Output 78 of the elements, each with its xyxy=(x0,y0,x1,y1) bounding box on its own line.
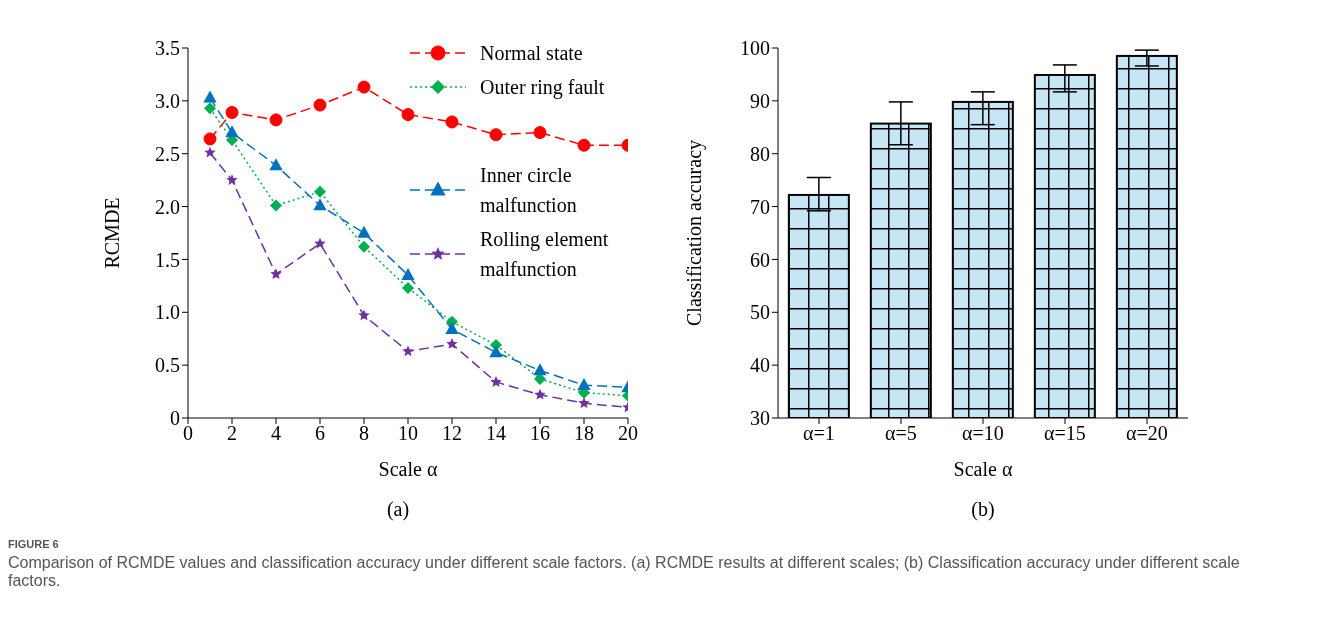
legend-label: Outer ring fault xyxy=(480,75,606,101)
y-tick-label: 0.5 xyxy=(155,354,180,377)
x-tick-label: 12 xyxy=(442,422,462,445)
x-axis-title: Scale α xyxy=(953,458,1013,480)
y-tick-label: 1.5 xyxy=(155,248,180,271)
point xyxy=(445,115,459,129)
point xyxy=(490,376,502,387)
y-tick-label: 60 xyxy=(750,248,770,271)
point xyxy=(269,113,283,127)
point xyxy=(358,240,370,253)
x-tick-label: 4 xyxy=(271,422,281,445)
y-tick-label: 1.0 xyxy=(155,301,180,324)
x-tick-label: 6 xyxy=(315,422,325,445)
x-tick-label: α=5 xyxy=(885,422,917,445)
point xyxy=(313,198,327,211)
x-tick-label: α=20 xyxy=(1126,422,1168,445)
point xyxy=(402,281,414,294)
y-tick-label: 2.0 xyxy=(155,195,180,218)
caption: FIGURE 6 xyxy=(8,538,60,550)
point xyxy=(534,388,546,400)
point xyxy=(445,322,459,334)
y-tick-label: 0 xyxy=(170,407,180,430)
point xyxy=(269,158,283,171)
legend-label: Inner circle malfunction xyxy=(480,163,578,218)
point xyxy=(533,126,547,140)
point xyxy=(489,345,503,358)
x-tick-label: 18 xyxy=(574,422,594,445)
point xyxy=(225,125,239,138)
x-axis-title: Scale α xyxy=(378,458,438,480)
y-tick-label: 3.5 xyxy=(155,37,180,60)
y-tick-label: 90 xyxy=(750,89,770,112)
point xyxy=(314,237,326,249)
text: Comparison of RCMDE values and classification accuracy under different scale factors. (a) RCMDE results at different scales; (b) Classification accuracy under different scale factors. xyxy=(8,554,1241,590)
x-tick-label: 10 xyxy=(398,422,418,445)
x-tick-label: α=10 xyxy=(962,422,1004,445)
point xyxy=(313,98,327,112)
point xyxy=(204,146,216,158)
point xyxy=(578,397,590,409)
y-tick-label: 30 xyxy=(750,407,770,430)
text: (b) xyxy=(970,498,996,521)
point xyxy=(489,128,503,142)
point xyxy=(533,363,547,376)
x-tick-label: 8 xyxy=(359,422,369,445)
point xyxy=(577,378,591,391)
point xyxy=(204,102,216,115)
x-tick-label: α=1 xyxy=(803,422,835,445)
x-tick-label: α=15 xyxy=(1044,422,1086,445)
y-tick-label: 80 xyxy=(750,142,770,165)
point xyxy=(446,338,458,349)
legend-label: Rolling element malfunction xyxy=(480,227,610,282)
point xyxy=(402,345,414,357)
x-tick-label: 2 xyxy=(227,422,237,445)
y-tick-label: 3.0 xyxy=(155,89,180,112)
x-tick-label: 16 xyxy=(530,422,550,445)
y-tick-label: 2.5 xyxy=(155,142,180,165)
point xyxy=(203,132,217,146)
legend-label: Normal state xyxy=(480,41,584,66)
point xyxy=(401,268,415,281)
point xyxy=(357,80,371,94)
point xyxy=(401,108,415,122)
point xyxy=(270,199,282,212)
point xyxy=(226,174,238,185)
point xyxy=(314,185,326,198)
point xyxy=(577,138,591,152)
y-axis-title: RCMDE xyxy=(101,197,124,269)
point xyxy=(225,105,239,119)
y-tick-label: 40 xyxy=(750,354,770,377)
y-tick-label: 70 xyxy=(750,195,770,218)
x-tick-label: 14 xyxy=(486,422,506,445)
point xyxy=(357,225,371,238)
y-tick-label: 100 xyxy=(740,37,770,60)
point xyxy=(203,90,217,103)
y-axis-title: Classification accuracy xyxy=(683,139,707,327)
text: (a) xyxy=(385,498,411,521)
point xyxy=(358,309,370,321)
point xyxy=(270,268,282,280)
y-tick-label: 50 xyxy=(750,301,770,324)
x-tick-label: 20 xyxy=(618,422,638,445)
